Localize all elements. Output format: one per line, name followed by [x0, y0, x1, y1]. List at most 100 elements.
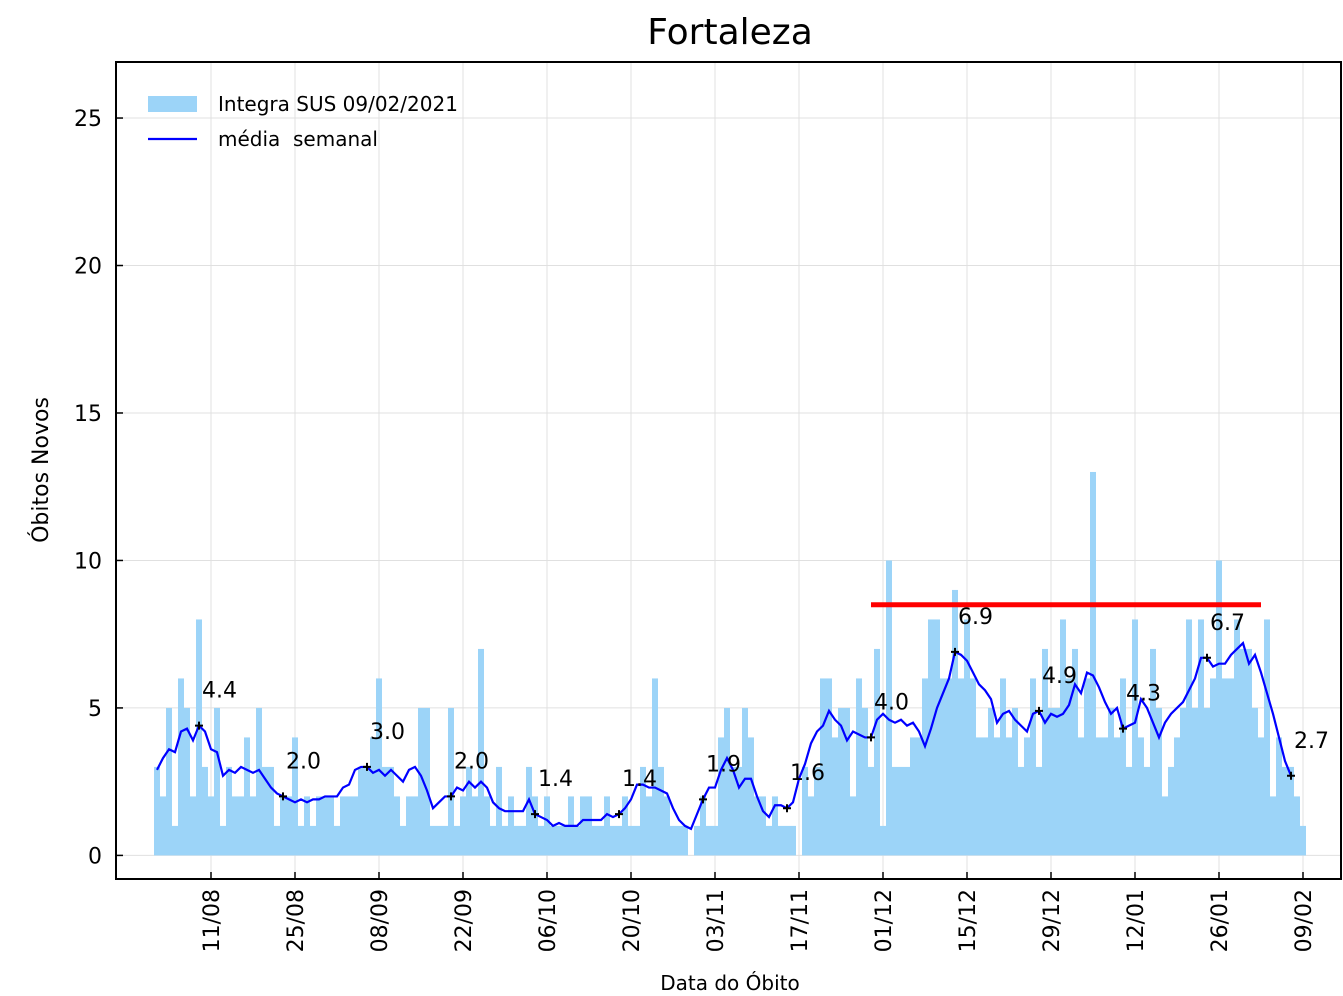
x-tick-label: 09/02	[1292, 889, 1317, 952]
legend-label: Integra SUS 09/02/2021	[218, 92, 458, 116]
bar	[1150, 648, 1156, 856]
data-label: 2.7	[1294, 729, 1329, 754]
legend-swatch	[148, 96, 197, 112]
data-label: 4.3	[1126, 682, 1161, 707]
data-label: 4.4	[202, 679, 237, 704]
data-label: 4.0	[874, 690, 909, 715]
bar	[226, 766, 232, 856]
bar	[748, 737, 754, 856]
marker	[363, 762, 371, 771]
marker	[1287, 771, 1295, 780]
bar	[382, 766, 388, 856]
bar	[1252, 707, 1258, 856]
data-label: 2.0	[286, 749, 321, 774]
bar	[640, 766, 646, 856]
x-tick-label: 29/12	[1040, 889, 1065, 952]
x-tick-label: 11/08	[200, 889, 225, 952]
bar	[1078, 737, 1084, 856]
bar	[1114, 737, 1120, 856]
bar	[808, 796, 814, 856]
bar	[970, 678, 976, 856]
bar	[658, 766, 664, 856]
marker	[1203, 653, 1211, 662]
bar	[448, 707, 454, 856]
bar	[466, 766, 472, 856]
bar	[916, 737, 922, 856]
bar	[250, 796, 256, 856]
x-tick-label: 12/01	[1124, 889, 1149, 952]
bar	[268, 766, 274, 856]
bar	[562, 825, 568, 856]
bar	[712, 825, 718, 856]
bar	[538, 825, 544, 856]
bar	[742, 707, 748, 856]
bar	[652, 678, 658, 856]
bar	[814, 766, 820, 856]
bar	[292, 737, 298, 856]
bar	[1156, 707, 1162, 856]
bar	[526, 766, 532, 856]
bar	[508, 796, 514, 856]
bar	[1012, 707, 1018, 856]
y-tick-label: 5	[88, 697, 102, 722]
x-tick-label: 22/09	[452, 889, 477, 952]
bar	[1282, 766, 1288, 856]
x-tick-label: 06/10	[536, 889, 561, 952]
bar	[160, 796, 166, 856]
bar	[982, 737, 988, 856]
bar	[778, 825, 784, 856]
bar	[826, 678, 832, 856]
bar	[1072, 648, 1078, 856]
bar	[940, 678, 946, 856]
x-tick-label: 15/12	[956, 889, 981, 952]
bar	[328, 796, 334, 856]
bar	[838, 707, 844, 856]
bar	[1258, 737, 1264, 856]
bar	[1222, 678, 1228, 856]
bar	[784, 825, 790, 856]
bar	[616, 825, 622, 856]
bar	[484, 796, 490, 856]
bar	[574, 825, 580, 856]
data-label: 6.9	[958, 605, 993, 630]
bar	[1096, 737, 1102, 856]
data-label: 2.0	[454, 749, 489, 774]
bar	[502, 825, 508, 856]
bar	[1210, 678, 1216, 856]
bar	[352, 796, 358, 856]
bar	[388, 766, 394, 856]
bar	[442, 825, 448, 856]
bar	[1186, 619, 1192, 856]
bar	[1276, 737, 1282, 856]
bar	[766, 825, 772, 856]
data-label: 3.0	[370, 720, 405, 745]
bar	[454, 825, 460, 856]
chart-title: Fortaleza	[647, 12, 813, 53]
y-tick-label: 25	[74, 107, 102, 132]
bar	[670, 825, 676, 856]
bar	[310, 825, 316, 856]
bar	[1288, 766, 1294, 856]
bar	[340, 796, 346, 856]
bar	[436, 825, 442, 856]
bar	[1042, 648, 1048, 856]
bar	[1054, 707, 1060, 856]
marker	[867, 733, 875, 742]
bar	[988, 707, 994, 856]
bar	[586, 796, 592, 856]
bar	[772, 796, 778, 856]
bar	[274, 825, 280, 856]
bar	[256, 707, 262, 856]
bar	[646, 796, 652, 856]
x-tick-label: 03/11	[704, 889, 729, 952]
bar	[718, 737, 724, 856]
bar	[166, 707, 172, 856]
bar	[1270, 796, 1276, 856]
bar	[1036, 766, 1042, 856]
bar	[178, 678, 184, 856]
bar	[400, 825, 406, 856]
bar	[832, 737, 838, 856]
bar	[472, 796, 478, 856]
bar	[628, 825, 634, 856]
bar	[478, 648, 484, 856]
